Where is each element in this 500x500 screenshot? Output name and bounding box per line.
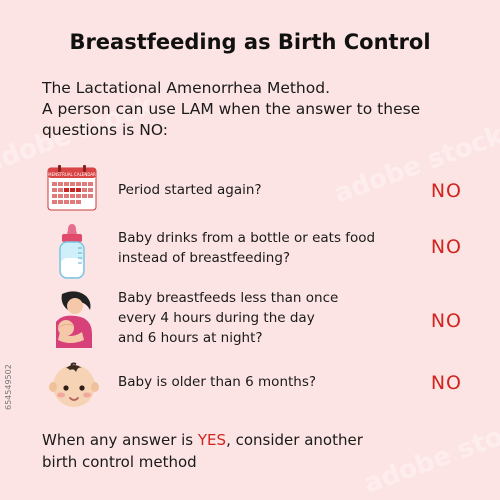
question-line: Period started again? xyxy=(118,182,262,198)
footer-text: , consider another xyxy=(226,431,363,449)
breastfeeding-mother-icon xyxy=(46,288,102,348)
question-row-period: MENSTRUAL CALENDAR Period started again?… xyxy=(42,164,472,224)
page-title: Breastfeeding as Birth Control xyxy=(69,30,431,54)
footer-note: When any answer is YES, consider another… xyxy=(42,429,472,473)
answer-no: NO xyxy=(430,372,462,394)
question-line: instead of breastfeeding? xyxy=(118,250,291,266)
footer-line: birth control method xyxy=(42,453,197,471)
stock-id: 654549502 xyxy=(4,364,13,410)
intro-line: A person can use LAM when the answer to … xyxy=(42,100,421,118)
baby-face-icon xyxy=(46,358,102,418)
answer-no: NO xyxy=(430,180,462,202)
intro-line: The Lactational Amenorrhea Method. xyxy=(42,79,330,97)
question-row-bottle: Baby drinks from a bottle or eats food i… xyxy=(42,222,472,284)
question-text: Baby is older than 6 months? xyxy=(118,372,408,392)
question-line: every 4 hours during the day xyxy=(118,310,315,326)
question-text: Baby breastfeeds less than once every 4 … xyxy=(118,288,408,348)
question-line: Baby is older than 6 months? xyxy=(118,374,317,390)
question-line: Baby drinks from a bottle or eats food xyxy=(118,230,376,246)
question-line: Baby breastfeeds less than once xyxy=(118,290,339,306)
intro-text: The Lactational Amenorrhea Method. A per… xyxy=(42,78,472,141)
footer-text: When any answer is xyxy=(42,431,198,449)
yes-highlight: YES xyxy=(197,431,227,449)
baby-bottle-icon xyxy=(46,222,102,282)
intro-line: questions is NO: xyxy=(42,121,169,139)
footer-line: When any answer is YES, consider another xyxy=(42,429,472,451)
question-text: Period started again? xyxy=(118,180,408,200)
answer-no: NO xyxy=(430,310,462,332)
calendar-label: MENSTRUAL CALENDAR xyxy=(48,172,96,177)
question-row-age: Baby is older than 6 months? NO xyxy=(42,358,472,418)
question-row-frequency: Baby breastfeeds less than once every 4 … xyxy=(42,288,472,352)
calendar-icon: MENSTRUAL CALENDAR xyxy=(46,164,102,224)
question-text: Baby drinks from a bottle or eats food i… xyxy=(118,228,408,268)
answer-no: NO xyxy=(430,236,462,258)
question-line: and 6 hours at night? xyxy=(118,330,263,346)
